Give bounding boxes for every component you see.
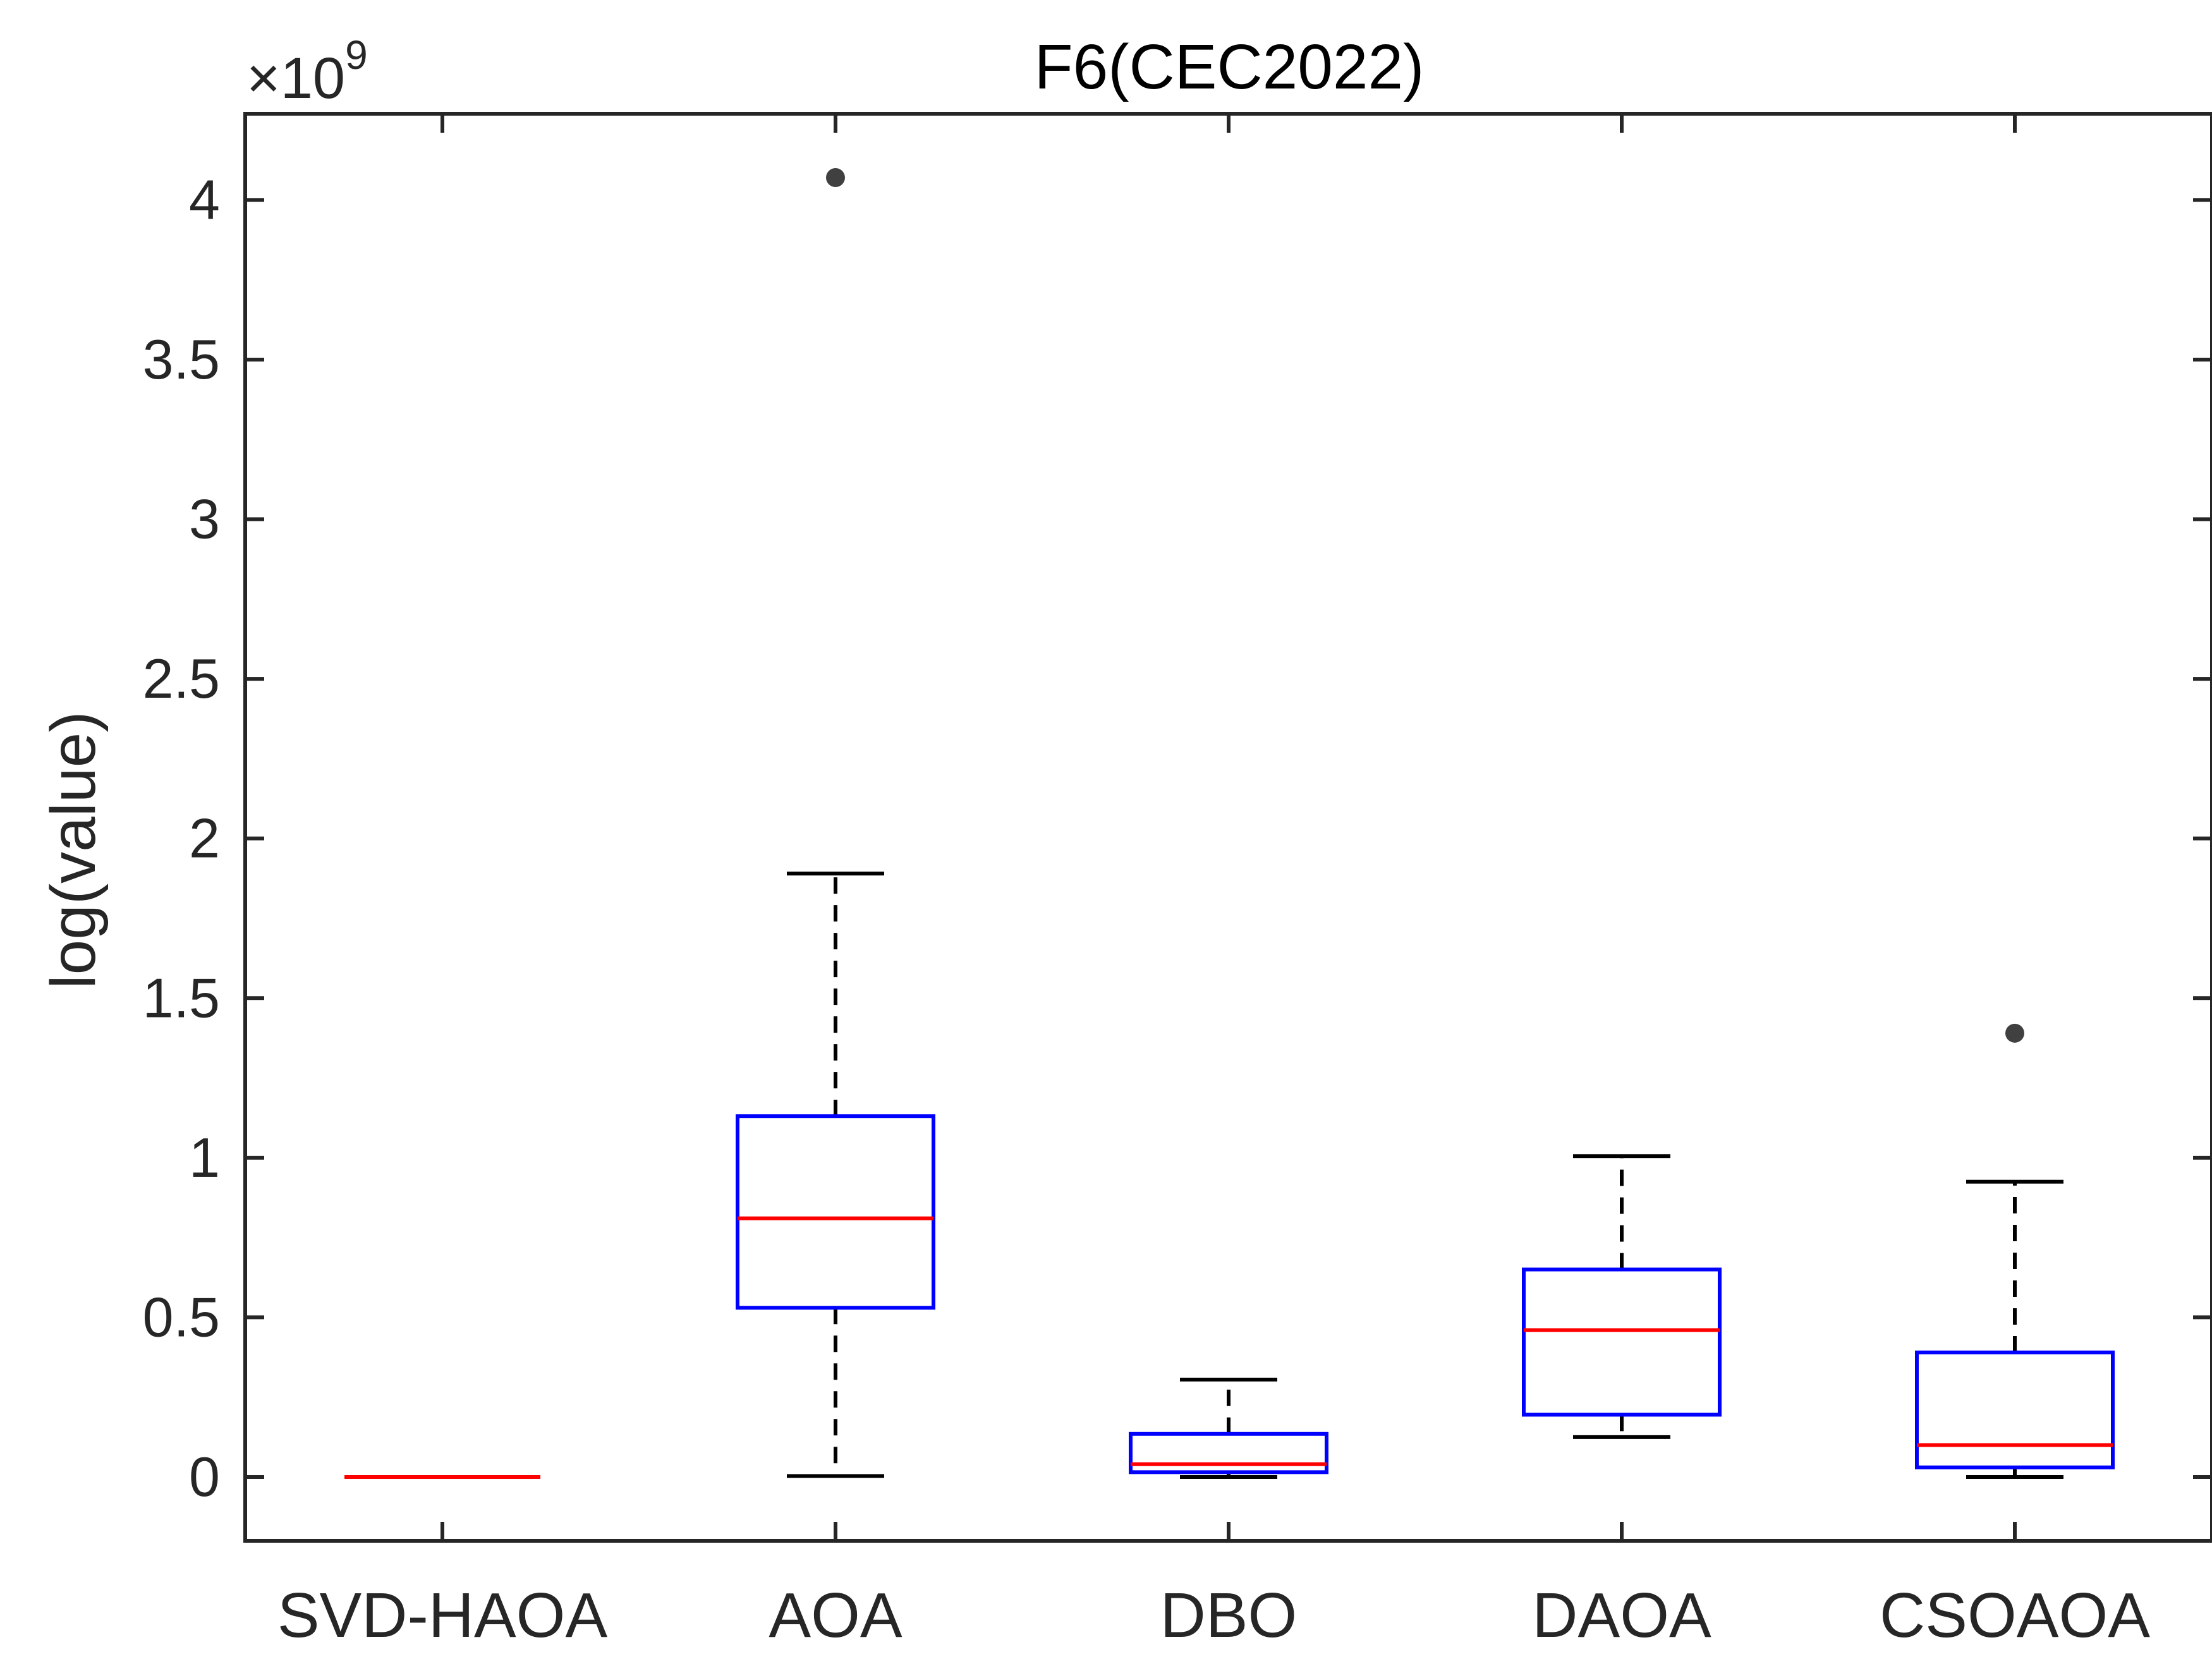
category-label: CSOAOA xyxy=(1880,1580,2150,1651)
y-exponent-label: ×109 xyxy=(246,32,368,111)
y-exponent-base: ×10 xyxy=(246,46,345,111)
y-tick-label: 4 xyxy=(189,168,220,231)
y-tick-label: 0.5 xyxy=(143,1285,220,1348)
box-iqr xyxy=(1522,1267,1722,1417)
box-csoaoa xyxy=(1915,1023,2115,1479)
box-iqr xyxy=(1915,1350,2115,1469)
category-label: SVD-HAOA xyxy=(277,1580,608,1651)
outlier-point xyxy=(826,168,845,188)
y-tick-label: 1.5 xyxy=(143,966,220,1029)
y-tick-label: 0 xyxy=(189,1445,220,1508)
y-tick-label-layer: 0 0.5 1 1.5 2 2.5 3 3.5 4 xyxy=(143,168,220,1508)
svg-text:×109: ×109 xyxy=(246,32,368,111)
category-label-layer: SVD-HAOA AOA DBO DAOA CSOAOA xyxy=(277,1580,2150,1651)
y-tick-label: 3.5 xyxy=(143,328,220,391)
y-exponent-power: 9 xyxy=(345,32,368,78)
boxes-layer xyxy=(344,168,2115,1479)
tick-layer xyxy=(245,114,2212,1541)
chart-title: F6(CEC2022) xyxy=(1035,32,1425,102)
y-tick-label: 2.5 xyxy=(143,647,220,710)
box-dbo xyxy=(1129,1377,1328,1479)
y-tick-label: 3 xyxy=(189,488,220,550)
y-tick-label: 1 xyxy=(189,1126,220,1189)
box-iqr xyxy=(736,1114,935,1310)
category-label: AOA xyxy=(769,1580,902,1651)
box-aoa xyxy=(736,168,935,1478)
plot-area-frame xyxy=(243,112,2212,1543)
outlier-point xyxy=(2005,1023,2024,1043)
box-iqr xyxy=(1129,1431,1328,1474)
y-axis-label: log(value) xyxy=(38,711,109,988)
y-tick-label: 2 xyxy=(189,807,220,870)
category-label: DBO xyxy=(1160,1580,1297,1651)
box-daoa xyxy=(1522,1154,1722,1439)
category-label: DAOA xyxy=(1532,1580,1711,1651)
